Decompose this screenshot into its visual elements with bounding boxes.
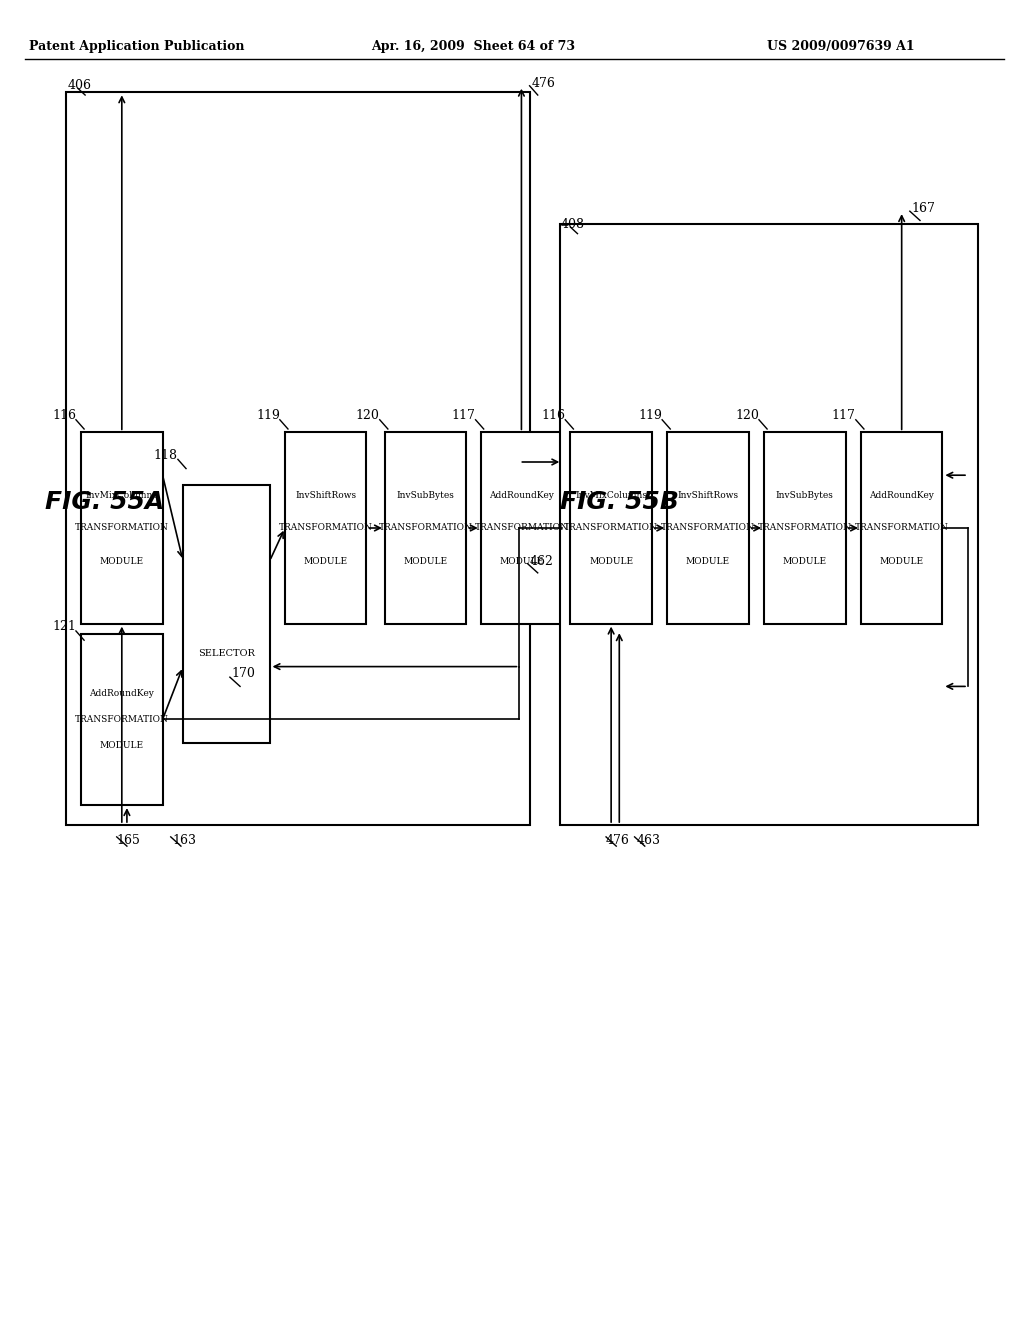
Text: US 2009/0097639 A1: US 2009/0097639 A1 (767, 40, 914, 53)
FancyBboxPatch shape (861, 433, 942, 624)
Text: 116: 116 (52, 409, 76, 422)
Text: InvShiftRows: InvShiftRows (295, 491, 356, 499)
Text: 165: 165 (117, 834, 140, 847)
Text: 476: 476 (606, 834, 630, 847)
Text: 463: 463 (637, 834, 660, 847)
FancyBboxPatch shape (81, 634, 163, 805)
FancyBboxPatch shape (560, 224, 978, 825)
Text: TRANSFORMATION: TRANSFORMATION (75, 524, 169, 532)
Text: 170: 170 (231, 667, 256, 680)
Text: 167: 167 (911, 202, 936, 215)
Text: 119: 119 (638, 409, 663, 422)
Text: 117: 117 (452, 409, 475, 422)
Text: TRANSFORMATION: TRANSFORMATION (474, 524, 568, 532)
Text: TRANSFORMATION: TRANSFORMATION (758, 524, 852, 532)
FancyBboxPatch shape (385, 433, 466, 624)
Text: TRANSFORMATION: TRANSFORMATION (855, 524, 948, 532)
Text: 121: 121 (52, 620, 76, 634)
Text: 120: 120 (735, 409, 759, 422)
Text: MODULE: MODULE (782, 557, 827, 565)
Text: TRANSFORMATION: TRANSFORMATION (564, 524, 658, 532)
Text: MODULE: MODULE (880, 557, 924, 565)
Text: AddRoundKey: AddRoundKey (489, 491, 554, 499)
Text: 462: 462 (529, 554, 553, 568)
Text: TRANSFORMATION: TRANSFORMATION (279, 524, 373, 532)
Text: 118: 118 (154, 449, 178, 462)
FancyBboxPatch shape (183, 484, 269, 742)
Text: 408: 408 (560, 218, 584, 231)
Text: TRANSFORMATION: TRANSFORMATION (662, 524, 755, 532)
Text: InvMixColumns: InvMixColumns (575, 491, 647, 499)
Text: InvShiftRows: InvShiftRows (678, 491, 738, 499)
Text: FIG. 55B: FIG. 55B (560, 490, 679, 513)
Text: 163: 163 (173, 834, 197, 847)
Text: 120: 120 (356, 409, 380, 422)
Text: InvSubBytes: InvSubBytes (396, 491, 455, 499)
FancyBboxPatch shape (66, 92, 529, 825)
Text: MODULE: MODULE (589, 557, 633, 565)
Text: AddRoundKey: AddRoundKey (869, 491, 934, 499)
Text: 116: 116 (542, 409, 565, 422)
Text: 476: 476 (531, 77, 555, 90)
Text: FIG. 55A: FIG. 55A (45, 490, 165, 513)
Text: MODULE: MODULE (304, 557, 348, 565)
Text: TRANSFORMATION: TRANSFORMATION (75, 715, 169, 723)
Text: 406: 406 (68, 79, 92, 92)
FancyBboxPatch shape (668, 433, 749, 624)
Text: Apr. 16, 2009  Sheet 64 of 73: Apr. 16, 2009 Sheet 64 of 73 (372, 40, 575, 53)
FancyBboxPatch shape (764, 433, 846, 624)
Text: MODULE: MODULE (500, 557, 544, 565)
Text: Patent Application Publication: Patent Application Publication (30, 40, 245, 53)
FancyBboxPatch shape (285, 433, 367, 624)
Text: MODULE: MODULE (99, 557, 144, 565)
FancyBboxPatch shape (480, 433, 562, 624)
Text: InvMixColumns: InvMixColumns (86, 491, 158, 499)
FancyBboxPatch shape (81, 433, 163, 624)
Text: AddRoundKey: AddRoundKey (89, 689, 155, 697)
Text: MODULE: MODULE (686, 557, 730, 565)
Text: MODULE: MODULE (99, 742, 144, 750)
Text: MODULE: MODULE (403, 557, 447, 565)
Text: 119: 119 (256, 409, 280, 422)
Text: InvSubBytes: InvSubBytes (776, 491, 834, 499)
Text: SELECTOR: SELECTOR (198, 649, 255, 657)
Text: 117: 117 (831, 409, 856, 422)
Text: TRANSFORMATION: TRANSFORMATION (379, 524, 472, 532)
FancyBboxPatch shape (570, 433, 652, 624)
